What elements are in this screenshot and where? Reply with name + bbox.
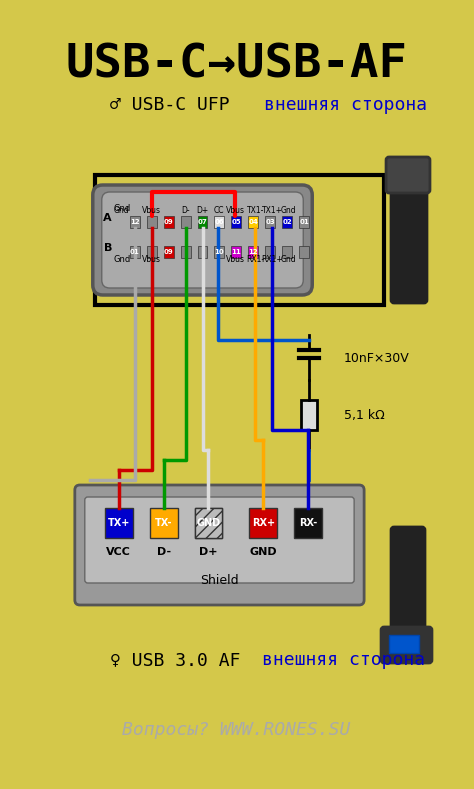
Text: Gnd: Gnd	[114, 205, 129, 215]
FancyBboxPatch shape	[391, 177, 427, 303]
Text: TX+: TX+	[108, 518, 130, 528]
FancyBboxPatch shape	[130, 216, 140, 228]
FancyBboxPatch shape	[146, 216, 156, 228]
FancyBboxPatch shape	[301, 400, 317, 430]
Text: Vbus: Vbus	[226, 256, 245, 264]
Text: Vbus: Vbus	[142, 205, 161, 215]
Text: Gnd: Gnd	[281, 205, 296, 215]
Text: TX-: TX-	[155, 518, 173, 528]
Text: GND: GND	[196, 518, 220, 528]
Text: 07: 07	[198, 219, 208, 225]
FancyBboxPatch shape	[294, 508, 322, 538]
FancyBboxPatch shape	[146, 246, 156, 258]
Text: TX1+: TX1+	[262, 205, 283, 215]
FancyBboxPatch shape	[214, 216, 225, 228]
Text: RX1-: RX1-	[246, 256, 264, 264]
FancyBboxPatch shape	[198, 216, 208, 228]
Text: D+: D+	[196, 205, 209, 215]
Text: RX1+: RX1+	[262, 256, 283, 264]
Text: 04: 04	[248, 219, 258, 225]
Text: Shield: Shield	[200, 574, 239, 586]
Text: 03: 03	[265, 219, 275, 225]
Text: D+: D+	[199, 547, 218, 557]
FancyBboxPatch shape	[391, 527, 425, 653]
Text: RX-: RX-	[299, 518, 318, 528]
Text: внешняя сторона: внешняя сторона	[263, 651, 426, 669]
FancyBboxPatch shape	[150, 508, 178, 538]
Text: ♀ USB 3.0 AF: ♀ USB 3.0 AF	[110, 651, 251, 669]
Text: TX1-: TX1-	[246, 205, 264, 215]
Text: внешняя сторона: внешняя сторона	[264, 96, 428, 114]
Text: 05: 05	[232, 219, 241, 225]
Text: 12: 12	[130, 219, 139, 225]
FancyBboxPatch shape	[381, 627, 432, 663]
FancyBboxPatch shape	[164, 246, 173, 258]
Text: 09: 09	[164, 219, 173, 225]
Text: CC: CC	[213, 205, 224, 215]
FancyBboxPatch shape	[93, 185, 312, 295]
FancyBboxPatch shape	[164, 216, 173, 228]
FancyBboxPatch shape	[75, 485, 364, 605]
Text: 01: 01	[130, 249, 139, 255]
Text: 12: 12	[248, 249, 258, 255]
FancyBboxPatch shape	[299, 216, 309, 228]
FancyBboxPatch shape	[389, 635, 419, 653]
Text: Vbus: Vbus	[226, 205, 245, 215]
Text: 10: 10	[215, 249, 224, 255]
FancyBboxPatch shape	[231, 246, 241, 258]
Text: D-: D-	[156, 547, 171, 557]
FancyBboxPatch shape	[181, 246, 191, 258]
FancyBboxPatch shape	[231, 216, 241, 228]
Text: D-: D-	[181, 205, 190, 215]
Text: Вопросы? WWW.RONES.SU: Вопросы? WWW.RONES.SU	[122, 721, 351, 739]
FancyBboxPatch shape	[130, 246, 140, 258]
FancyBboxPatch shape	[299, 246, 309, 258]
Text: Gnd: Gnd	[281, 256, 296, 264]
FancyBboxPatch shape	[198, 246, 208, 258]
FancyBboxPatch shape	[102, 192, 303, 288]
Text: Vbus: Vbus	[142, 256, 161, 264]
FancyBboxPatch shape	[214, 246, 225, 258]
Text: Gnd: Gnd	[113, 256, 130, 264]
Text: Gnd: Gnd	[113, 204, 130, 212]
FancyBboxPatch shape	[283, 246, 292, 258]
Text: RX+: RX+	[252, 518, 275, 528]
Text: USB-C→USB-AF: USB-C→USB-AF	[65, 43, 408, 88]
FancyBboxPatch shape	[85, 497, 354, 583]
Text: 09: 09	[164, 249, 173, 255]
Text: B: B	[103, 243, 112, 253]
Text: 06: 06	[215, 219, 224, 225]
FancyBboxPatch shape	[194, 508, 222, 538]
FancyBboxPatch shape	[105, 508, 133, 538]
FancyBboxPatch shape	[194, 508, 222, 538]
Text: GND: GND	[249, 547, 277, 557]
Text: VCC: VCC	[106, 547, 131, 557]
FancyBboxPatch shape	[248, 246, 258, 258]
Text: 10nF×30V: 10nF×30V	[344, 352, 410, 365]
FancyBboxPatch shape	[265, 216, 275, 228]
FancyBboxPatch shape	[265, 246, 275, 258]
FancyBboxPatch shape	[386, 157, 430, 193]
Text: A: A	[103, 213, 112, 223]
Text: 02: 02	[283, 219, 292, 225]
FancyBboxPatch shape	[181, 216, 191, 228]
FancyBboxPatch shape	[248, 216, 258, 228]
FancyBboxPatch shape	[249, 508, 277, 538]
Text: ♂ USB-C UFP: ♂ USB-C UFP	[110, 96, 240, 114]
FancyBboxPatch shape	[283, 216, 292, 228]
Text: 11: 11	[232, 249, 241, 255]
Text: 5,1 kΩ: 5,1 kΩ	[344, 409, 385, 421]
Text: 01: 01	[300, 219, 309, 225]
